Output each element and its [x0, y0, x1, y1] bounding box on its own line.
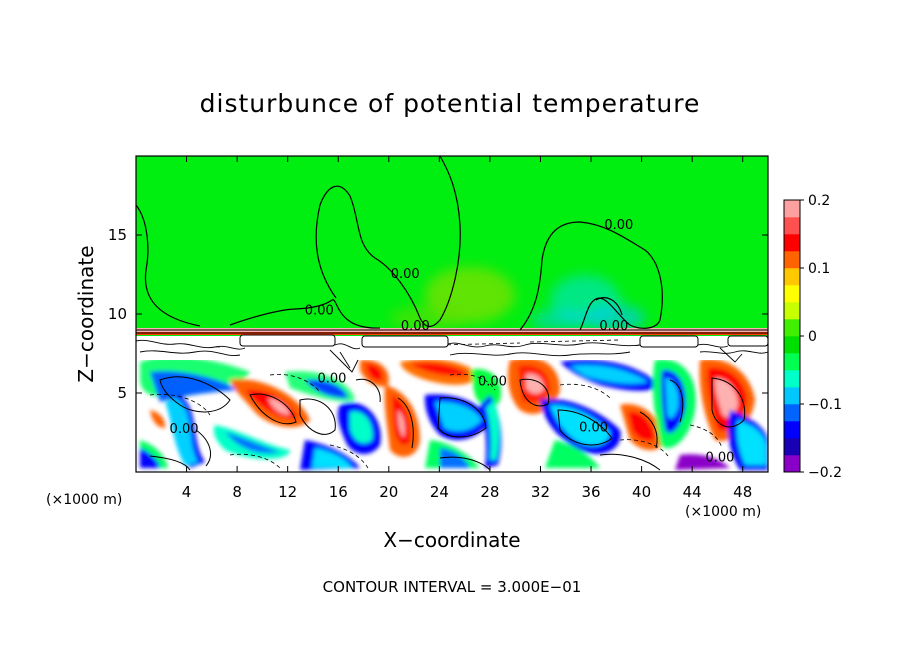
colorbar-cell [784, 200, 800, 218]
colorbar-cell [784, 268, 800, 286]
colorbar-tick-label: −0.1 [808, 397, 842, 413]
contour-label: 0.00 [305, 303, 334, 318]
contour-lines-upper [136, 156, 663, 331]
contour-lines-lower [149, 376, 746, 471]
contour-labels: 0.00 0.00 0.00 0.00 0.00 0.00 0.00 0.00 0.00 0.00 [170, 218, 735, 465]
colorbar-tick-label: 0 [808, 329, 817, 345]
contour-label: 0.00 [478, 375, 507, 390]
colorbar-cell [784, 387, 800, 405]
x-tick-label: 20 [379, 483, 398, 501]
colorbar-cell [784, 251, 800, 269]
colorbar-tick-label: 0.2 [808, 193, 830, 209]
colorbar: 0.2 0.1 0 −0.1 −0.2 [783, 193, 842, 481]
chart-title: disturbunce of potential temperature [200, 89, 701, 118]
x-tick-label: 24 [430, 483, 449, 501]
y-tick-label: 5 [117, 384, 127, 402]
colorbar-cell [784, 353, 800, 371]
y-tick-label: 10 [108, 305, 127, 323]
x-tick-label: 44 [683, 483, 702, 501]
colorbar-cell [784, 302, 800, 320]
x-tick-label: 12 [278, 483, 297, 501]
colorbar-cells [784, 200, 800, 473]
y-tick-label: 15 [108, 226, 127, 244]
contour-label: 0.00 [705, 450, 734, 465]
x-unit-left: (×1000 m) [46, 492, 122, 508]
contour-interval-note: CONTOUR INTERVAL = 3.000E−01 [323, 578, 582, 596]
y-tick-marks: 5 10 15 [108, 226, 768, 402]
x-tick-label: 32 [531, 483, 550, 501]
contour-label: 0.00 [579, 420, 608, 435]
colorbar-cell [784, 421, 800, 439]
y-axis-label: Z−coordinate [74, 245, 98, 382]
colorbar-cell [784, 285, 800, 303]
x-unit-right: (×1000 m) [685, 504, 761, 520]
colorbar-cell [784, 438, 800, 456]
colorbar-cell [784, 234, 800, 252]
contour-label: 0.00 [391, 267, 420, 282]
colorbar-cell [784, 217, 800, 235]
x-tick-label: 36 [581, 483, 600, 501]
colorbar-cell [784, 370, 800, 388]
colorbar-cell [784, 455, 800, 473]
contour-label: 0.00 [317, 371, 346, 386]
x-tick-label: 8 [232, 483, 242, 501]
x-tick-label: 16 [329, 483, 348, 501]
x-tick-marks: 4 8 12 16 20 24 28 32 36 40 44 48 [182, 156, 752, 501]
colorbar-cell [784, 404, 800, 422]
x-tick-label: 28 [480, 483, 499, 501]
x-tick-label: 48 [733, 483, 752, 501]
contour-label: 0.00 [401, 319, 430, 334]
x-axis-label: X−coordinate [383, 528, 520, 552]
inversion-layer [136, 328, 768, 373]
colorbar-cell [784, 336, 800, 354]
colorbar-tick-label: 0.1 [808, 261, 830, 277]
colorbar-ticks: 0.2 0.1 0 −0.1 −0.2 [800, 193, 842, 481]
x-tick-label: 40 [632, 483, 651, 501]
x-tick-label: 4 [182, 483, 192, 501]
contour-label: 0.00 [604, 218, 633, 233]
contour-label: 0.00 [599, 319, 628, 334]
colorbar-tick-label: −0.2 [808, 465, 842, 481]
colorbar-cell [784, 319, 800, 337]
contour-label: 0.00 [170, 422, 199, 437]
